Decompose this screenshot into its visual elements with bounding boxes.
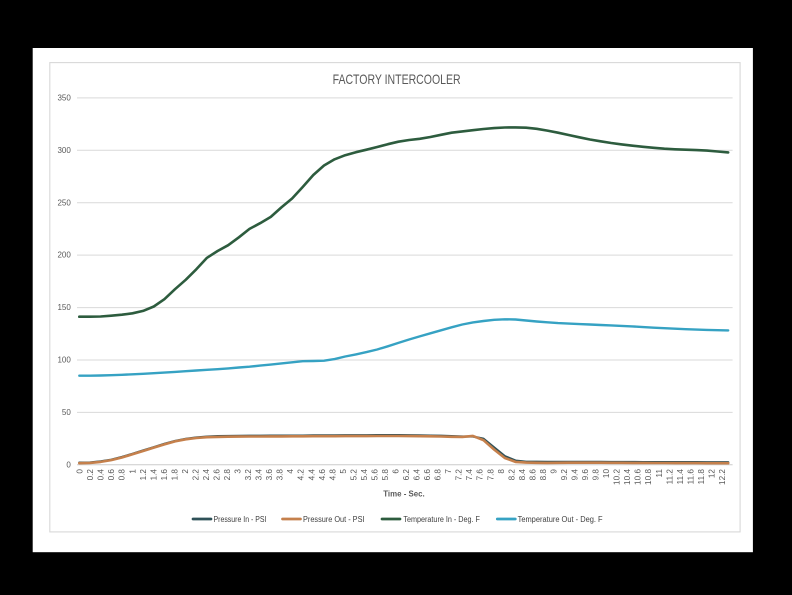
svg-text:10: 10 (602, 469, 611, 479)
svg-text:2.4: 2.4 (202, 469, 211, 481)
svg-text:7.2: 7.2 (455, 469, 464, 481)
svg-text:11.8: 11.8 (697, 469, 706, 485)
svg-text:0: 0 (66, 460, 71, 469)
svg-text:2.6: 2.6 (212, 469, 221, 481)
svg-text:FACTORY INTERCOOLER: FACTORY INTERCOOLER (333, 71, 461, 87)
svg-text:6.4: 6.4 (413, 469, 422, 481)
svg-text:3.2: 3.2 (244, 469, 253, 481)
svg-text:4.4: 4.4 (307, 469, 316, 481)
svg-text:10.4: 10.4 (623, 469, 632, 485)
svg-text:6.6: 6.6 (423, 469, 432, 481)
svg-text:8.2: 8.2 (507, 469, 516, 481)
svg-text:3.4: 3.4 (255, 469, 264, 481)
svg-text:1: 1 (128, 469, 137, 474)
svg-text:9.6: 9.6 (581, 469, 590, 481)
svg-text:9.4: 9.4 (571, 469, 580, 481)
svg-text:8.6: 8.6 (528, 469, 537, 481)
svg-text:4.8: 4.8 (328, 469, 337, 481)
svg-text:9.2: 9.2 (560, 469, 569, 481)
svg-text:6.8: 6.8 (434, 469, 443, 481)
svg-text:8: 8 (497, 469, 506, 474)
svg-text:1.6: 1.6 (160, 469, 169, 481)
svg-text:0.6: 0.6 (107, 469, 116, 481)
svg-text:9.8: 9.8 (592, 469, 601, 481)
svg-text:10.2: 10.2 (613, 469, 622, 485)
svg-text:7.8: 7.8 (486, 469, 495, 481)
svg-text:50: 50 (62, 408, 71, 417)
svg-text:8.8: 8.8 (539, 469, 548, 481)
svg-text:7.4: 7.4 (465, 469, 474, 481)
svg-text:100: 100 (57, 356, 71, 365)
svg-text:300: 300 (57, 146, 71, 155)
svg-text:350: 350 (57, 94, 71, 103)
svg-text:10.6: 10.6 (634, 469, 643, 485)
svg-text:2.2: 2.2 (191, 469, 200, 481)
svg-text:0.4: 0.4 (97, 469, 106, 481)
svg-text:1.4: 1.4 (149, 469, 158, 481)
svg-text:11.6: 11.6 (686, 469, 695, 485)
svg-text:1.8: 1.8 (170, 469, 179, 481)
svg-text:150: 150 (57, 303, 71, 312)
svg-text:0.8: 0.8 (118, 469, 127, 481)
svg-text:Time - Sec.: Time - Sec. (383, 489, 425, 499)
svg-text:5.6: 5.6 (370, 469, 379, 481)
svg-text:7.6: 7.6 (476, 469, 485, 481)
svg-text:3.8: 3.8 (276, 469, 285, 481)
svg-text:250: 250 (57, 198, 71, 207)
svg-text:11.2: 11.2 (665, 469, 674, 485)
svg-text:2: 2 (181, 469, 190, 474)
svg-text:4.6: 4.6 (318, 469, 327, 481)
svg-text:3.6: 3.6 (265, 469, 274, 481)
svg-text:12.2: 12.2 (718, 469, 727, 485)
svg-text:Pressure Out - PSI: Pressure Out - PSI (303, 515, 365, 524)
svg-text:5.8: 5.8 (381, 469, 390, 481)
svg-text:7: 7 (444, 469, 453, 474)
svg-text:5.2: 5.2 (349, 469, 358, 481)
svg-text:Temperature Out - Deg. F: Temperature Out - Deg. F (518, 515, 603, 524)
svg-text:1.2: 1.2 (139, 469, 148, 481)
svg-text:11.4: 11.4 (676, 469, 685, 485)
svg-text:Pressure In - PSI: Pressure In - PSI (214, 515, 267, 524)
svg-text:12: 12 (707, 469, 716, 479)
svg-text:Temperature In - Deg. F: Temperature In - Deg. F (403, 515, 480, 524)
svg-text:6: 6 (392, 469, 401, 474)
svg-text:8.4: 8.4 (518, 469, 527, 481)
svg-text:0: 0 (76, 469, 85, 474)
svg-text:9: 9 (549, 469, 558, 474)
svg-text:4.2: 4.2 (297, 469, 306, 481)
svg-text:2.8: 2.8 (223, 469, 232, 481)
svg-text:4: 4 (286, 469, 295, 474)
svg-text:10.8: 10.8 (644, 469, 653, 485)
svg-text:6.2: 6.2 (402, 469, 411, 481)
svg-text:11: 11 (655, 469, 664, 478)
svg-text:200: 200 (57, 251, 71, 260)
svg-text:5.4: 5.4 (360, 469, 369, 481)
svg-text:5: 5 (339, 469, 348, 474)
svg-text:0.2: 0.2 (86, 469, 95, 481)
svg-text:3: 3 (234, 469, 243, 474)
